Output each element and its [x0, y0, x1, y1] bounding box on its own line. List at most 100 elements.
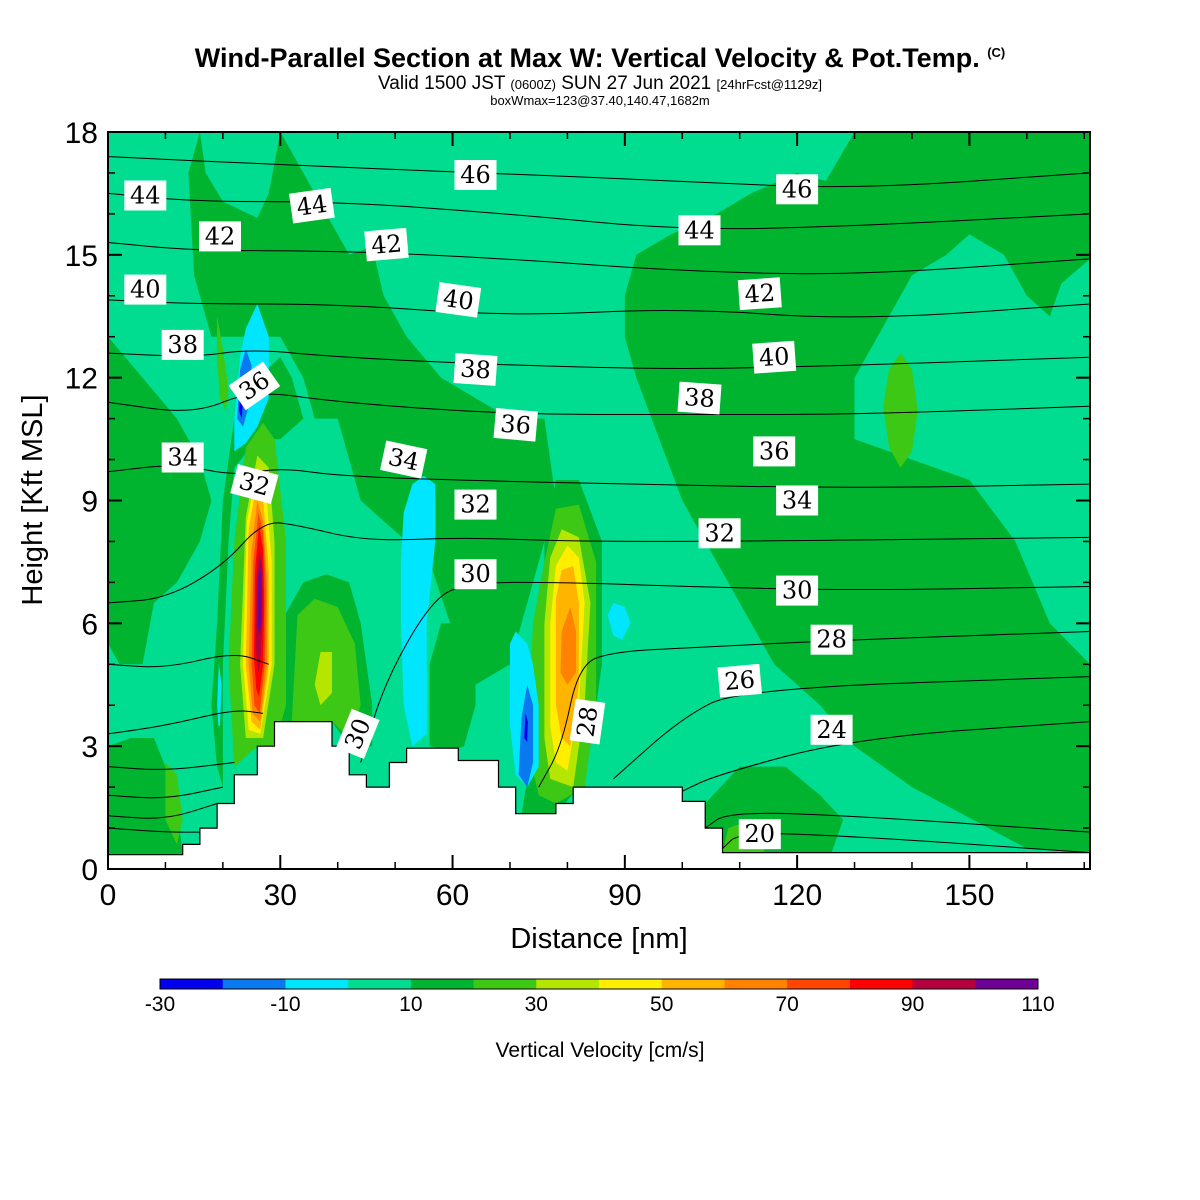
w-band-16 [314, 652, 332, 706]
x-tick-label-4: 120 [772, 879, 822, 912]
contour-labels: 4442403836343244424038363432303046464442… [124, 160, 853, 850]
x-tick-label-2: 60 [436, 879, 469, 912]
theta-label-bg [737, 277, 782, 311]
theta-contour-46-19 [108, 156, 1090, 188]
colorbar-tick-6: 90 [901, 993, 924, 1016]
colorbar-tick-7: 110 [1021, 993, 1054, 1016]
theta-contour-40-16 [108, 299, 1090, 318]
theta-label-30: 28 [569, 698, 606, 745]
theta-label-text: 44 [684, 216, 715, 244]
y-tick-label-6: 18 [65, 117, 98, 150]
theta-label-7: 44 [289, 187, 335, 224]
theta-label-24: 32 [698, 518, 741, 549]
x-tick-label-3: 90 [608, 879, 641, 912]
theta-label-bg [776, 174, 819, 205]
theta-contour-22-2 [108, 803, 218, 819]
theta-label-27: 26 [717, 663, 762, 698]
x-tick-label-5: 150 [944, 879, 994, 912]
theta-label-bg [752, 340, 797, 374]
w-band-4 [429, 623, 476, 751]
colorbar-swatch-6 [536, 979, 600, 989]
y-tick-label-2: 6 [81, 608, 98, 641]
theta-label-text: 38 [167, 331, 198, 359]
theta-label-bg [493, 408, 538, 442]
theta-contour-24-5 [682, 721, 1090, 792]
theta-label-bg [738, 819, 781, 850]
colorbar-swatch-9 [724, 979, 788, 989]
theta-contour-30-10 [108, 655, 269, 668]
theta-label-bg [453, 353, 498, 386]
colorbar-swatch-4 [410, 979, 475, 989]
colorbar-swatch-2 [285, 979, 349, 989]
theta-label-22: 36 [753, 436, 796, 467]
theta-contour-28-8 [108, 710, 264, 735]
colorbar-swatch-10 [787, 979, 851, 989]
theta-label-28: 24 [810, 714, 853, 745]
colorbar-label: Vertical Velocity [cm/s] [496, 1039, 705, 1062]
theta-label-10: 38 [453, 353, 498, 386]
colorbar-tick-2: 10 [399, 993, 422, 1016]
colorbar-swatch-13 [975, 979, 1039, 989]
theta-contour-32-12 [108, 522, 1090, 604]
x-axis-label: Distance [nm] [510, 923, 687, 955]
theta-label-text: 44 [130, 182, 161, 210]
theta-label-text: 46 [782, 175, 813, 203]
theta-label-text: 34 [782, 487, 813, 515]
colorbar-swatch-1 [222, 979, 286, 989]
theta-label-bg [810, 624, 853, 655]
w-band-28 [108, 132, 281, 218]
theta-label-text: 42 [744, 279, 776, 309]
theta-label-bg [698, 518, 741, 549]
theta-label-16: 46 [454, 160, 497, 190]
theta-label-text: 20 [745, 820, 776, 848]
colorbar-tick-0: -30 [145, 993, 175, 1016]
theta-label-text: 42 [205, 222, 236, 250]
w-band-23 [560, 607, 576, 685]
theta-contour-22-3 [704, 812, 1090, 833]
theta-label-text: 36 [759, 437, 790, 465]
w-band-2 [211, 357, 304, 788]
w-band-13 [883, 353, 918, 468]
theta-label-20: 40 [752, 340, 797, 374]
theta-label-bg [228, 361, 281, 411]
w-band-29 [739, 132, 855, 182]
colorbar-swatch-8 [661, 979, 725, 989]
theta-contour-20-0 [108, 827, 200, 833]
theta-contour-36-14 [108, 393, 1090, 416]
w-band-34 [607, 602, 631, 640]
theta-label-8: 42 [364, 227, 409, 262]
theta-label-text: 40 [758, 342, 790, 372]
colorbar-tick-4: 50 [650, 993, 673, 1016]
theta-label-bg [380, 440, 428, 479]
theta-label-text: 36 [499, 410, 532, 441]
y-axis-label: Height [Kft MSL] [17, 394, 49, 605]
theta-label-11: 36 [493, 408, 538, 442]
theta-label-14: 30 [454, 559, 497, 590]
colorbar-swatch-12 [912, 979, 976, 989]
theta-label-21: 38 [677, 381, 722, 415]
w-band-1 [108, 738, 183, 855]
theta-label-6: 32 [230, 464, 279, 505]
potential-temperature-contours [108, 156, 1090, 854]
colorbar-tick-5: 70 [775, 993, 798, 1016]
theta-label-29: 20 [738, 819, 781, 850]
theta-label-text: 40 [441, 284, 475, 316]
theta-contour-42-17 [108, 242, 1090, 275]
theta-label-bg [199, 221, 241, 252]
theta-label-bg [161, 329, 204, 360]
theta-label-12: 34 [380, 440, 428, 479]
y-tick-label-5: 15 [65, 240, 98, 273]
theta-label-19: 42 [737, 277, 782, 311]
w-band-11 [165, 762, 183, 845]
theta-label-bg [717, 663, 762, 698]
theta-label-bg [124, 180, 167, 211]
theta-label-bg [454, 160, 497, 190]
y-tick-label-4: 12 [65, 363, 98, 396]
colorbar-tick-1: -10 [270, 993, 300, 1016]
y-tick-label-3: 9 [81, 486, 98, 519]
w-band-30 [1049, 258, 1090, 317]
theta-label-text: 26 [723, 665, 756, 696]
theta-label-text: 34 [386, 443, 422, 477]
chart-subtitle-valid: Valid 1500 JST (0600Z) SUN 27 Jun 2021 [… [378, 73, 822, 94]
